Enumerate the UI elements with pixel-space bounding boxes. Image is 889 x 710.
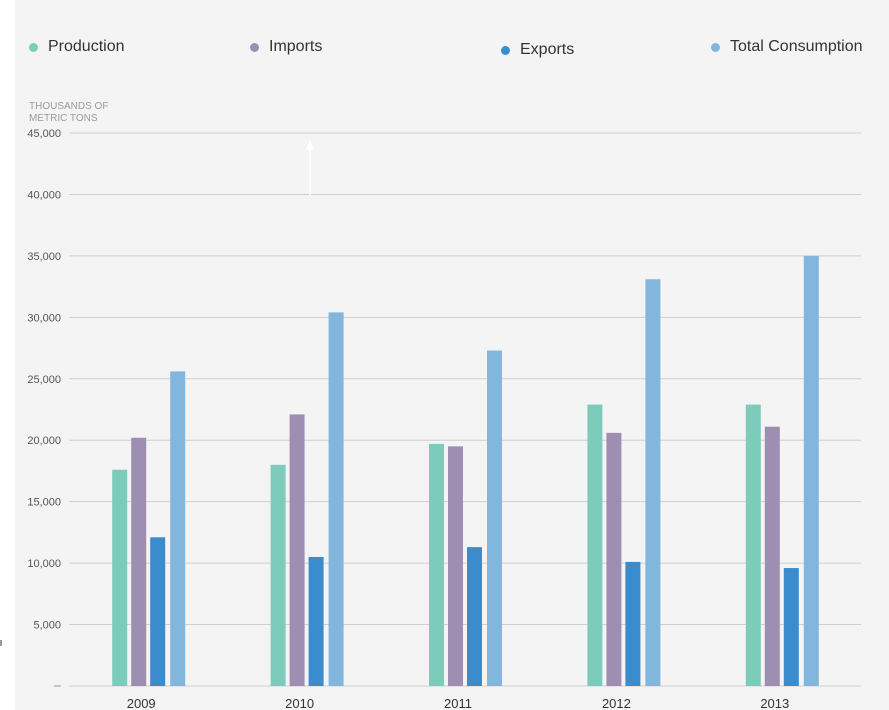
bar-imports-2013 [764, 426, 780, 686]
legend-swatch-production [29, 42, 38, 52]
bars [112, 255, 819, 686]
bar-total-consumption-2009 [170, 371, 186, 686]
x-tick-labels: 2009 2010 2011 2012 2013 [127, 696, 790, 710]
legend-swatch-exports [501, 45, 510, 55]
legend-label-production: Production [48, 38, 125, 55]
y-tick-label: 15,000 [27, 497, 61, 509]
y-axis-unit-label: THOUSANDS OF METRIC TONS [29, 101, 109, 124]
bar-exports-2013 [783, 568, 799, 686]
x-tick-label-2010: 2010 [285, 696, 314, 710]
y-tick-label: 10,000 [27, 558, 61, 570]
x-tick-label-2009: 2009 [127, 696, 156, 710]
bar-exports-2010 [308, 556, 324, 686]
legend-label-total-consumption: Total Consumption [730, 38, 863, 55]
y-tick-label: 35,000 [27, 251, 61, 263]
y-tick-label: 45,000 [27, 128, 61, 140]
bar-total-consumption-2010 [328, 312, 344, 686]
bar-imports-2010 [289, 414, 305, 686]
gridlines [69, 132, 861, 687]
bar-production-2011 [429, 443, 444, 686]
legend-label-exports: Exports [520, 41, 575, 58]
bar-exports-2012 [625, 561, 641, 686]
strip-marker [0, 640, 2, 646]
x-tick-label-2011: 2011 [444, 696, 472, 710]
y-tick-label: 5,000 [33, 620, 61, 632]
legend-item-exports: Exports [501, 41, 574, 59]
y-tick-labels: 5,000 10,000 15,000 20,000 25,000 30,000 35,00… [27, 128, 61, 687]
x-tick-label-2013: 2013 [760, 696, 789, 710]
legend-label-imports: Imports [269, 38, 323, 55]
x-tick-label-2012: 2012 [602, 696, 631, 710]
bar-exports-2011 [467, 547, 482, 686]
bar-total-consumption-2011 [487, 350, 502, 686]
legend-item-production: Production [29, 38, 125, 56]
bar-exports-2009 [150, 537, 166, 686]
bar-imports-2011 [448, 446, 463, 686]
bar-production-2010 [270, 464, 286, 686]
bar-total-consumption-2013 [803, 255, 819, 686]
y-tick-label: 30,000 [27, 312, 61, 324]
bar-imports-2009 [131, 437, 147, 686]
bar-imports-2012 [606, 432, 622, 686]
bar-production-2009 [112, 469, 128, 686]
y-tick-label: 20,000 [27, 435, 61, 447]
bar-total-consumption-2012 [645, 279, 661, 686]
legend-swatch-imports [250, 42, 259, 52]
pointer-arrow [306, 139, 314, 196]
y-tick-label: 25,000 [27, 374, 61, 386]
bar-production-2013 [745, 404, 761, 686]
y-tick-label: 40,000 [27, 189, 61, 201]
legend-swatch-total-consumption [711, 42, 720, 52]
legend-item-imports: Imports [250, 38, 322, 56]
left-panel-strip [0, 0, 15, 710]
legend-item-total-consumption: Total Consumption [711, 38, 863, 56]
bar-production-2012 [587, 404, 603, 686]
